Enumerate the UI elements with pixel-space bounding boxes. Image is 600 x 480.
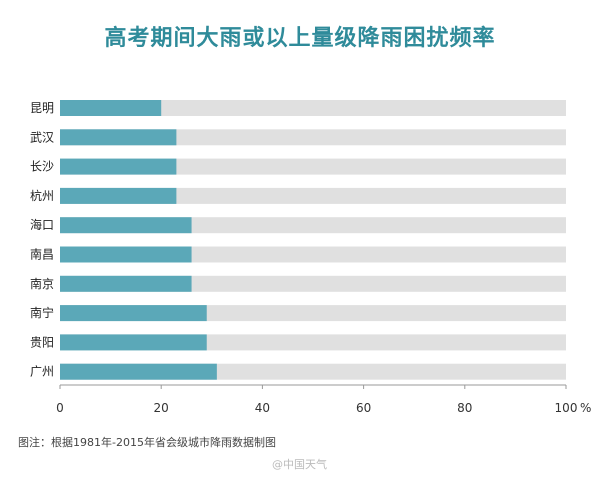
x-tick-label: 80 [457,401,472,415]
category-label: 海口 [30,217,54,232]
category-label: 长沙 [30,160,54,174]
bar [60,129,177,146]
bar [60,158,177,175]
bar-layer [60,100,217,380]
x-tick-layer: 0 20 40 60 80 100 [56,385,577,415]
x-unit-label: % [580,401,591,415]
category-label: 贵阳 [30,335,54,349]
bar-track [60,100,566,116]
bar [60,100,162,116]
bar [60,275,192,292]
x-tick-label: 60 [356,401,371,415]
bar [60,334,207,351]
category-label: 南京 [30,276,54,291]
bar-track [60,187,566,204]
category-label: 昆明 [30,101,54,115]
watermark: @中国天气 [272,458,327,471]
bar [60,363,217,380]
category-label: 广州 [30,365,54,379]
bar [60,187,177,204]
bar-track [60,158,566,175]
x-tick-label: 0 [56,401,64,415]
category-label: 杭州 [30,188,54,203]
bar [60,217,192,234]
category-label: 南昌 [30,247,54,262]
x-tick-label: 100 [555,401,578,415]
x-tick-label: 40 [255,401,270,415]
chart-note: 图注：根据1981年-2015年省会级城市降雨数据制图 [18,436,276,449]
category-label: 南宁 [30,305,54,320]
chart-title: 高考期间大雨或以上量级降雨困扰频率 [104,26,496,51]
bar-track [60,129,566,146]
x-tick-label: 20 [154,401,169,415]
bar [60,305,207,322]
bar [60,246,192,263]
category-label: 武汉 [30,130,54,144]
